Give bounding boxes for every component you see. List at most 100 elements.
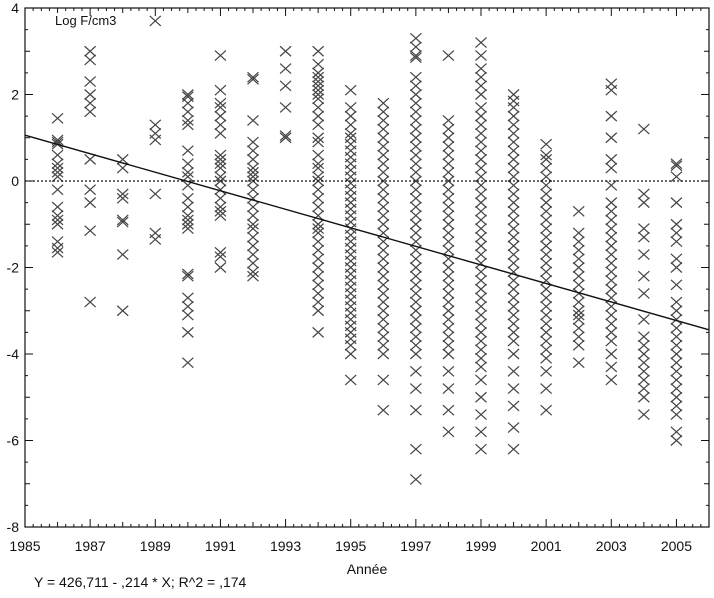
data-point-x-marker — [540, 240, 553, 252]
data-point-x-marker — [605, 348, 618, 360]
data-point-x-marker — [442, 227, 455, 239]
data-point-x-marker — [409, 32, 422, 44]
data-point-x-marker — [312, 158, 325, 170]
regression-equation: Y = 426,711 - ,214 * X; R^2 = ,174 — [34, 574, 247, 590]
data-point-x-marker — [247, 240, 259, 252]
data-point-x-marker — [637, 188, 650, 200]
data-point-x-marker — [507, 335, 520, 347]
data-point-x-marker — [605, 318, 618, 330]
data-point-x-marker — [442, 236, 455, 247]
data-point-x-marker — [605, 179, 618, 191]
data-point-x-marker — [377, 132, 390, 144]
data-point-x-marker — [214, 210, 227, 222]
regression-line — [24, 134, 710, 331]
data-point-x-marker — [442, 166, 455, 178]
data-point-x-marker — [51, 149, 64, 161]
data-point-x-marker — [409, 175, 422, 187]
x-tick-label: 1999 — [465, 538, 496, 554]
data-point-x-marker — [507, 422, 520, 433]
data-point-x-marker — [507, 326, 520, 338]
data-point-x-marker — [605, 361, 618, 373]
data-point-x-marker — [181, 192, 194, 204]
data-point-x-marker — [442, 296, 455, 308]
data-point-x-marker — [475, 188, 487, 200]
data-point-x-marker — [507, 171, 520, 183]
data-point-x-marker — [247, 136, 259, 148]
data-point-x-marker — [442, 244, 455, 256]
data-point-x-marker — [214, 251, 227, 263]
data-point-x-marker — [442, 218, 455, 230]
data-point-x-marker — [475, 162, 487, 174]
data-point-x-marker — [409, 71, 422, 83]
data-point-x-marker — [442, 210, 455, 222]
data-point-x-marker — [475, 80, 487, 92]
data-point-x-marker — [572, 313, 585, 325]
data-point-x-marker — [507, 145, 520, 157]
data-point-x-marker — [442, 322, 455, 334]
data-point-x-marker — [181, 119, 194, 131]
data-point-x-marker — [181, 97, 194, 109]
tick-labels: 1985 1987 1989 1991 1993 1995 1997 1999 2001 2003… — [7, 0, 693, 554]
data-point-x-marker — [637, 313, 650, 325]
data-point-x-marker — [84, 54, 97, 66]
data-point-x-marker — [84, 45, 97, 57]
data-point-x-marker — [312, 218, 325, 230]
data-point-x-marker — [475, 309, 487, 321]
data-point-x-marker — [409, 80, 422, 92]
data-point-x-marker — [637, 383, 650, 395]
data-point-x-marker — [377, 97, 390, 109]
data-point-x-marker — [214, 149, 227, 161]
data-point-x-marker — [377, 192, 390, 204]
data-point-x-marker — [637, 223, 650, 235]
data-point-x-marker — [475, 391, 487, 403]
data-point-x-marker — [377, 244, 390, 256]
y-tick-label: 4 — [11, 0, 19, 16]
data-point-x-marker — [181, 300, 194, 312]
data-point-x-marker — [214, 262, 227, 273]
data-point-x-marker — [247, 223, 259, 235]
data-point-x-marker — [637, 365, 650, 377]
data-point-x-marker — [442, 175, 455, 187]
data-point-x-marker — [312, 162, 325, 174]
data-point-x-marker — [637, 249, 650, 260]
data-point-x-marker — [475, 136, 487, 148]
data-point-x-marker — [475, 50, 487, 62]
data-point-x-marker — [214, 158, 227, 170]
data-point-x-marker — [377, 106, 390, 118]
data-point-x-marker — [51, 184, 64, 196]
data-point-x-marker — [409, 210, 422, 222]
data-point-x-marker — [670, 426, 683, 438]
data-point-x-marker — [475, 361, 487, 373]
data-point-x-marker — [377, 253, 390, 265]
data-point-x-marker — [377, 175, 390, 187]
data-point-x-marker — [507, 214, 520, 226]
data-point-x-marker — [605, 162, 618, 174]
data-point-x-marker — [442, 115, 455, 126]
data-point-x-marker — [475, 266, 487, 278]
data-point-x-marker — [377, 115, 390, 126]
data-point-x-marker — [637, 357, 650, 369]
data-point-x-marker — [409, 383, 422, 395]
x-tick-label: 1991 — [205, 538, 236, 554]
data-point-x-marker — [409, 262, 422, 273]
data-point-x-marker — [214, 192, 227, 204]
y-tick-label: -4 — [7, 346, 20, 362]
data-point-x-marker — [507, 205, 520, 217]
data-point-x-marker — [409, 331, 422, 343]
data-point-x-marker — [605, 275, 618, 286]
data-point-x-marker — [181, 218, 194, 230]
data-point-x-marker — [409, 123, 422, 135]
data-point-x-marker — [442, 404, 455, 416]
data-point-x-marker — [540, 404, 553, 416]
data-point-x-marker — [181, 326, 194, 338]
data-point-x-marker — [84, 106, 97, 118]
data-point-x-marker — [312, 262, 325, 273]
data-point-x-marker — [507, 443, 520, 455]
data-point-x-marker — [572, 244, 585, 256]
data-point-x-marker — [409, 106, 422, 118]
data-point-x-marker — [377, 374, 390, 386]
data-point-x-marker — [475, 374, 487, 386]
data-point-x-marker — [540, 309, 553, 321]
data-point-x-marker — [84, 76, 97, 87]
data-point-x-marker — [670, 331, 683, 343]
